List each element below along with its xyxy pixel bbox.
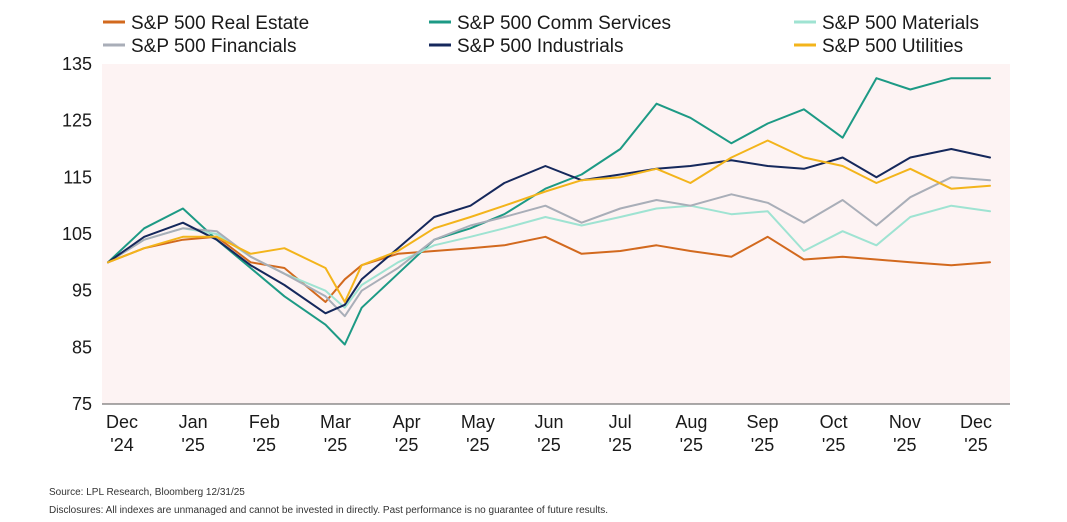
x-tick-year: '25 bbox=[680, 435, 703, 455]
y-tick-label: 105 bbox=[62, 224, 92, 244]
x-tick-month: Mar bbox=[320, 412, 351, 432]
x-tick-month: Jan bbox=[179, 412, 208, 432]
x-tick-year: '25 bbox=[324, 435, 347, 455]
x-axis: Dec '24 Jan '25 Feb '25 Mar '25 Apr '25 May '25 Jun '… bbox=[102, 403, 1010, 455]
x-tick-year: '25 bbox=[537, 435, 560, 455]
x-tick-month: Dec bbox=[106, 412, 138, 432]
legend-label: S&P 500 Comm Services bbox=[457, 13, 671, 34]
x-tick-month: Apr bbox=[393, 412, 421, 432]
legend: S&P 500 Real Estate S&P 500 Comm Services… bbox=[103, 13, 979, 57]
x-tick-month: Sep bbox=[746, 412, 778, 432]
series-line-4 bbox=[107, 148, 991, 315]
y-axis: 135 125 115 105 95 85 75 bbox=[62, 54, 92, 414]
series-lines bbox=[107, 77, 991, 346]
legend-label: S&P 500 Materials bbox=[822, 13, 979, 34]
x-tick-year: '25 bbox=[893, 435, 916, 455]
series-line-0 bbox=[107, 235, 991, 303]
x-tick-year: '24 bbox=[110, 435, 133, 455]
legend-label: S&P 500 Utilities bbox=[822, 36, 963, 57]
x-tick-year: '25 bbox=[181, 435, 204, 455]
series-line-1 bbox=[107, 77, 991, 346]
y-tick-label: 115 bbox=[63, 167, 92, 187]
x-tick-year: '25 bbox=[466, 435, 489, 455]
legend-label: S&P 500 Real Estate bbox=[131, 13, 309, 34]
x-tick-year: '25 bbox=[608, 435, 631, 455]
x-tick-month: Aug bbox=[675, 412, 707, 432]
plot-area bbox=[102, 64, 1010, 404]
series-line-3 bbox=[107, 176, 991, 318]
x-tick-year: '25 bbox=[253, 435, 276, 455]
x-tick-month: Jun bbox=[534, 412, 563, 432]
series-line-5 bbox=[107, 139, 991, 303]
x-tick-month: Oct bbox=[820, 412, 848, 432]
y-tick-label: 95 bbox=[72, 281, 92, 301]
y-tick-label: 85 bbox=[72, 337, 92, 357]
x-tick-month: May bbox=[461, 412, 495, 432]
x-tick-month: Jul bbox=[609, 412, 632, 432]
x-tick-year: '25 bbox=[822, 435, 845, 455]
disclosure-note: Disclosures: All indexes are unmanaged a… bbox=[49, 505, 609, 516]
x-tick-month: Nov bbox=[889, 412, 921, 432]
y-tick-label: 135 bbox=[62, 54, 92, 74]
source-note: Source: LPL Research, Bloomberg 12/31/25 bbox=[49, 487, 245, 498]
x-tick-year: '25 bbox=[964, 435, 987, 455]
legend-label: S&P 500 Industrials bbox=[457, 36, 624, 57]
x-tick-year: '25 bbox=[395, 435, 418, 455]
legend-label: S&P 500 Financials bbox=[131, 36, 296, 57]
x-tick-month: Dec bbox=[960, 412, 992, 432]
y-tick-label: 125 bbox=[62, 111, 92, 131]
y-tick-label: 75 bbox=[72, 394, 92, 414]
x-tick-year: '25 bbox=[751, 435, 774, 455]
x-tick-month: Feb bbox=[249, 412, 280, 432]
